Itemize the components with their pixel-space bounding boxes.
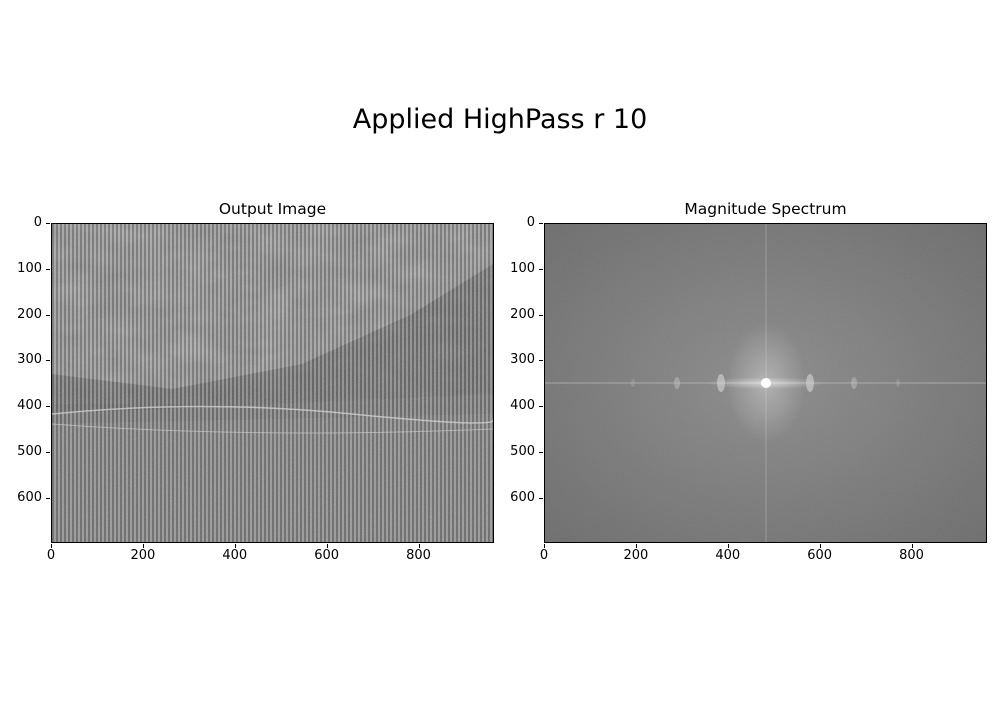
- y-tick-label: 0: [2, 216, 50, 230]
- x-tick-label: 600: [800, 544, 840, 563]
- figure-title: Applied HighPass r 10: [352, 104, 648, 135]
- y-tick-label: 300: [495, 353, 543, 367]
- y-tick-label: 500: [495, 445, 543, 459]
- y-tick-label: 200: [495, 307, 543, 322]
- x-tick-label: 800: [892, 544, 932, 563]
- output-image-picture: [52, 224, 493, 542]
- y-tick-label: 200: [2, 307, 50, 322]
- output-image-panel: Output Image: [0, 198, 500, 578]
- y-tick-label: 100: [495, 261, 543, 276]
- y-tick-label: 400: [495, 399, 543, 413]
- y-tick-label: 0: [495, 216, 543, 230]
- y-tick-label: 400: [2, 399, 50, 413]
- y-tick-label: 100: [2, 261, 50, 276]
- output-image-axes: [51, 223, 494, 543]
- x-tick-label: 600: [307, 544, 347, 563]
- x-tick-label: 0: [31, 544, 71, 563]
- y-tick-label: 300: [2, 353, 50, 367]
- x-tick-label: 200: [616, 544, 656, 563]
- y-tick-label: 500: [2, 445, 50, 459]
- output-image-title: Output Image: [218, 200, 327, 218]
- y-tick-label: 600: [2, 490, 50, 505]
- y-tick-label: 600: [495, 490, 543, 505]
- magnitude-spectrum-title: Magnitude Spectrum: [684, 200, 847, 218]
- x-tick-label: 200: [123, 544, 163, 563]
- x-tick-label: 800: [399, 544, 439, 563]
- magnitude-spectrum-picture: [545, 224, 986, 542]
- magnitude-spectrum-axes: [544, 223, 987, 543]
- x-tick-label: 0: [524, 544, 564, 563]
- x-tick-label: 400: [215, 544, 255, 563]
- magnitude-spectrum-panel: Magnitude Spectrum: [493, 198, 993, 578]
- x-tick-label: 400: [708, 544, 748, 563]
